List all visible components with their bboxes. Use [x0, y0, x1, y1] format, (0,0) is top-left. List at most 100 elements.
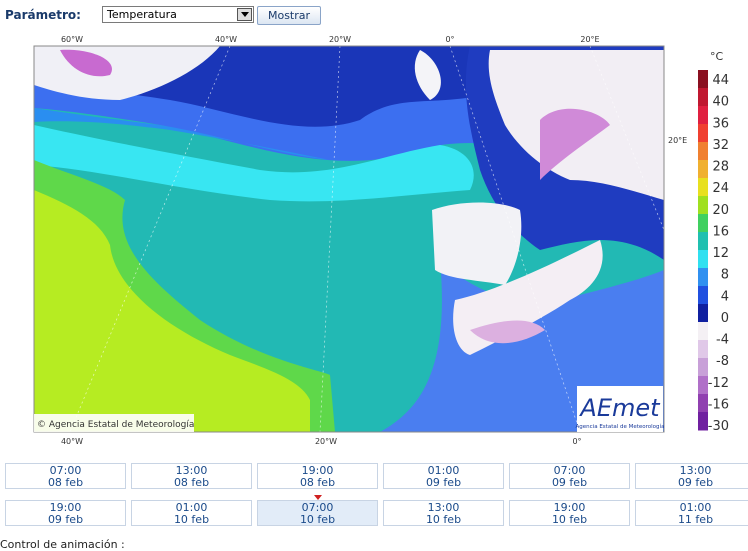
legend-label: -16 [708, 397, 729, 412]
time-step[interactable]: 07:00 08 feb [5, 463, 126, 489]
legend-swatch [698, 196, 708, 215]
legend-label: 12 [712, 246, 729, 261]
legend-swatch [698, 376, 708, 395]
legend-swatch [698, 412, 708, 431]
legend-swatch [698, 88, 708, 107]
map-border [33, 45, 665, 433]
time-step-date: 09 feb [677, 476, 714, 489]
time-step-time: 01:00 [175, 501, 208, 514]
legend-swatch [698, 124, 708, 143]
legend-label: 8 [721, 268, 729, 283]
legend-swatch [698, 70, 708, 89]
longitude-label: 0° [572, 437, 581, 446]
time-step-time: 07:00 [553, 464, 586, 477]
legend-label: 40 [712, 95, 729, 110]
time-step-time: 07:00 [301, 501, 334, 514]
time-step-date: 10 feb [299, 513, 336, 526]
time-step[interactable]: 19:00 08 feb [257, 463, 378, 489]
select-arrow[interactable] [237, 8, 252, 21]
time-step-time: 19:00 [301, 464, 334, 477]
legend-label: 20 [712, 203, 729, 218]
time-step-date: 08 feb [173, 476, 210, 489]
copyright-box [34, 414, 194, 432]
temperature-map [34, 46, 664, 432]
legend-swatch [698, 268, 708, 287]
longitude-label: 20°E [580, 35, 599, 44]
legend-label: -12 [708, 376, 729, 391]
legend-swatch [698, 142, 708, 161]
legend-label: -30 [708, 419, 729, 434]
longitude-label: 0° [445, 35, 454, 44]
longitude-label: 40°W [61, 437, 83, 446]
time-step-time: 01:00 [679, 501, 712, 514]
legend-label: 0 [721, 311, 729, 326]
time-step-date: 09 feb [551, 476, 588, 489]
time-step-time: 13:00 [679, 464, 712, 477]
time-step[interactable]: 13:00 08 feb [131, 463, 252, 489]
legend-swatch [698, 232, 708, 251]
legend-label: 32 [712, 138, 729, 153]
legend-label: 36 [712, 116, 729, 131]
time-step-date: 10 feb [551, 513, 588, 526]
time-step-date: 10 feb [173, 513, 210, 526]
logo-subtitle: Agencia Estatal de Meteorología [576, 423, 665, 430]
time-step-date: 08 feb [299, 476, 336, 489]
legend-swatch [698, 250, 708, 269]
legend-label: 24 [712, 181, 729, 196]
legend-label: -8 [716, 354, 729, 369]
latitude-label: 20°E [668, 136, 687, 145]
legend-swatch [698, 214, 708, 233]
animation-control-label: Control de animación : [0, 538, 125, 551]
legend-label: 16 [712, 224, 729, 239]
legend-swatch [698, 178, 708, 197]
legend-swatch [698, 106, 708, 125]
time-step[interactable]: 01:00 11 feb [635, 500, 748, 526]
time-step[interactable]: 01:00 10 feb [131, 500, 252, 526]
copyright: © Agencia Estatal de Meteorología [37, 420, 194, 430]
legend-swatch [698, 340, 708, 359]
logo-box [577, 386, 663, 432]
time-step[interactable]: 13:00 09 feb [635, 463, 748, 489]
legend-label: -4 [716, 333, 729, 348]
legend-swatch [698, 358, 708, 377]
legend-label: 4 [721, 289, 729, 304]
legend-label: 44 [712, 73, 729, 88]
time-step-time: 19:00 [553, 501, 586, 514]
time-step-time: 13:00 [175, 464, 208, 477]
parameter-select[interactable]: Temperatura [102, 6, 254, 23]
time-step-time: 07:00 [49, 464, 82, 477]
legend-label: 28 [712, 160, 729, 175]
longitude-label: 20°W [315, 437, 337, 446]
current-marker [314, 495, 322, 500]
time-step[interactable]: 07:00 09 feb [509, 463, 630, 489]
longitude-label: 60°W [61, 35, 83, 44]
time-step-date: 08 feb [47, 476, 84, 489]
legend-swatch [698, 394, 708, 413]
time-step[interactable]: 13:00 10 feb [383, 500, 504, 526]
time-step[interactable]: 19:00 09 feb [5, 500, 126, 526]
time-step-time: 19:00 [49, 501, 82, 514]
time-step-time: 13:00 [427, 501, 460, 514]
graticule [69, 46, 664, 432]
legend-swatch [698, 160, 708, 179]
time-step-date: 10 feb [425, 513, 462, 526]
time-step-date: 09 feb [47, 513, 84, 526]
time-step-date: 09 feb [425, 476, 462, 489]
legend-swatch [698, 322, 708, 341]
time-step-date: 11 feb [677, 513, 714, 526]
time-step[interactable]: 01:00 09 feb [383, 463, 504, 489]
legend-unit: °C [710, 50, 724, 63]
legend-swatch [698, 304, 708, 323]
time-step[interactable]: 19:00 10 feb [509, 500, 630, 526]
longitude-label: 20°W [329, 35, 351, 44]
logo: AEmet [578, 394, 661, 422]
show-button[interactable]: Mostrar [257, 6, 321, 25]
longitude-label: 40°W [215, 35, 237, 44]
select-value: Temperatura [107, 8, 177, 21]
time-step[interactable]: 07:00 10 feb [257, 500, 378, 526]
parameter-label: Parámetro: [5, 8, 81, 22]
time-step-time: 01:00 [427, 464, 460, 477]
map-panel: © Agencia Estatal de Meteorología AEmet … [33, 35, 729, 446]
